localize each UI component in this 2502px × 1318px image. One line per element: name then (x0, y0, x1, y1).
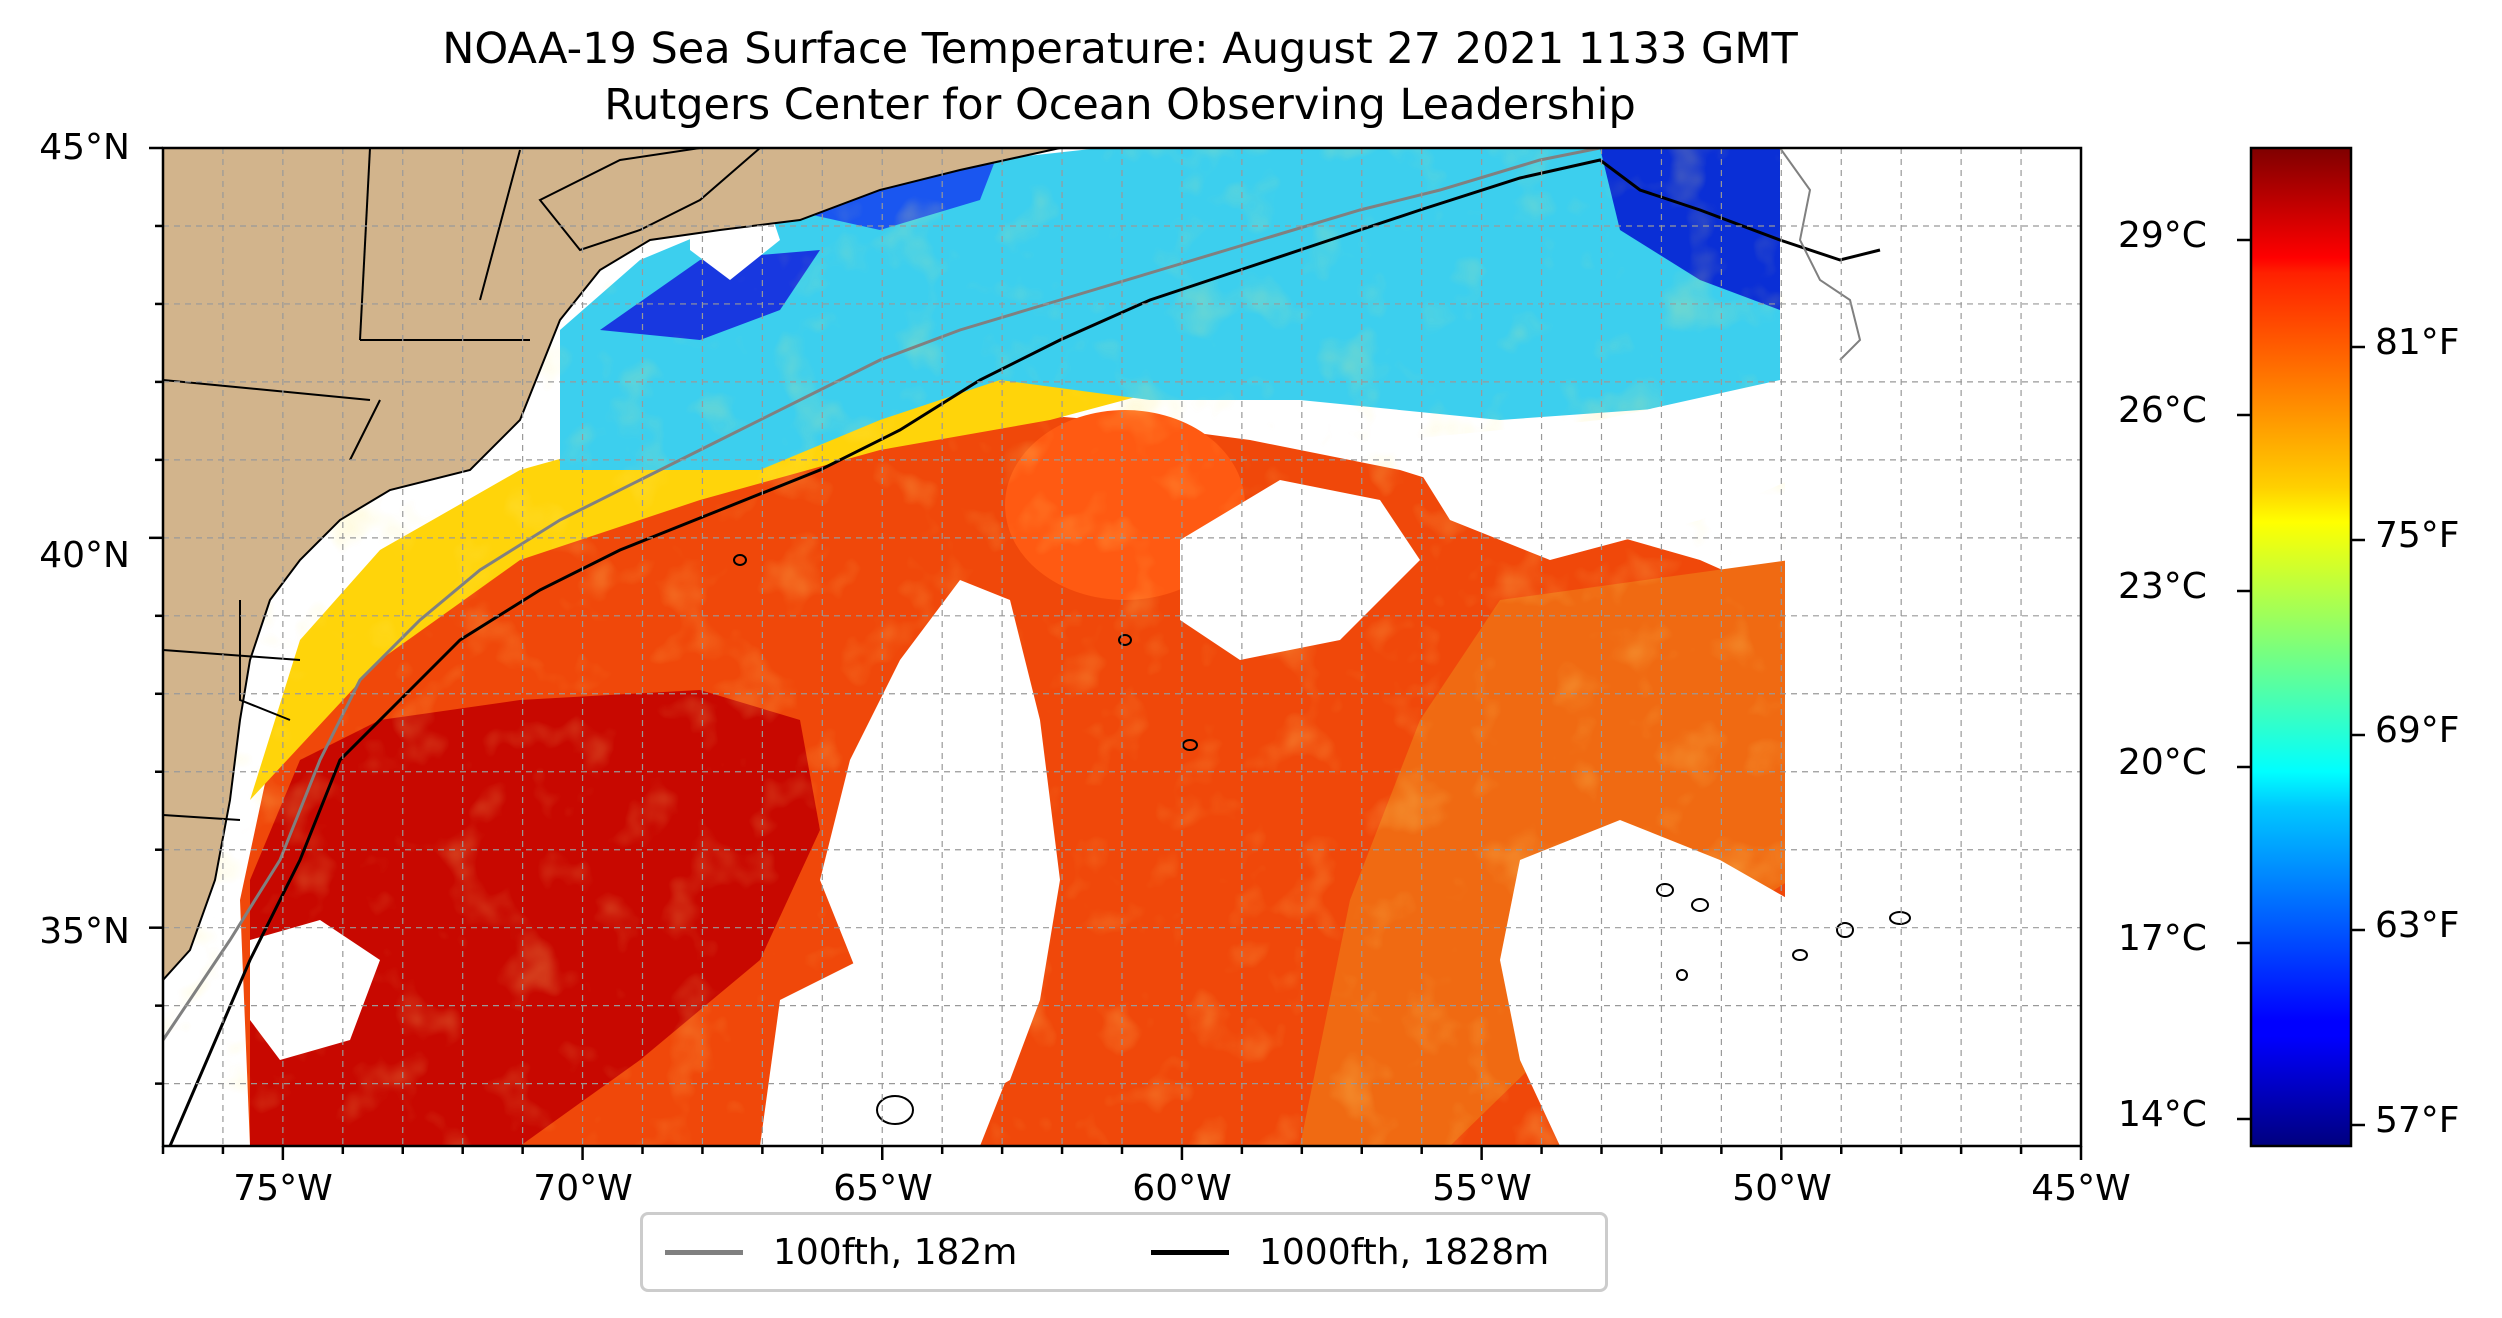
colorbar-fahrenheit-81: 81°F (2375, 322, 2460, 363)
lat-label-45: 45°N (39, 127, 130, 168)
nova-scotia-land (538, 148, 762, 252)
colorbar-celsius-20: 20°C (2118, 742, 2207, 783)
colorbar-fahrenheit-57: 57°F (2375, 1100, 2460, 1141)
legend-swatch-100-fathom (665, 1249, 743, 1255)
legend: 100fth, 182m 1000fth, 1828m (640, 1212, 1608, 1292)
lon-label-55w: 55°W (1432, 1168, 1532, 1209)
colorbar-celsius-14: 14°C (2118, 1094, 2207, 1135)
colorbar-celsius-17: 17°C (2118, 918, 2207, 959)
lon-label-45w: 45°W (2031, 1168, 2131, 1209)
lon-label-50w: 50°W (1732, 1168, 1832, 1209)
gridlines (163, 148, 2081, 1146)
colorbar-fahrenheit-63: 63°F (2375, 905, 2460, 946)
contour-100-fathom (163, 148, 1601, 1041)
cloud-gap-central-north (1180, 480, 1420, 660)
legend-label-100-fathom: 100fth, 182m (773, 1231, 1018, 1273)
cloud-gap-east (1400, 380, 1790, 560)
colorbar-fahrenheit-69: 69°F (2375, 710, 2460, 751)
state-boundaries (163, 148, 530, 821)
cloud-gap-southeast (1500, 820, 1790, 1146)
contour-1000-fathom (168, 158, 1881, 1146)
seamount-outlines (733, 554, 1911, 1125)
legend-swatch-1000-fathom (1151, 1249, 1229, 1255)
newfoundland-coast (1779, 148, 1862, 361)
colorbar-celsius-29: 29°C (2118, 215, 2207, 256)
lat-label-40: 40°N (39, 535, 130, 576)
land-mass (163, 148, 1061, 982)
lon-label-75w: 75°W (233, 1168, 333, 1209)
map-title: NOAA-19 Sea Surface Temperature: August … (442, 24, 1798, 74)
colorbar (2249, 146, 2353, 1148)
swath-no-data (1785, 148, 2081, 1146)
legend-item-1000-fathom: 1000fth, 1828m (1151, 1227, 1549, 1277)
lon-label-65w: 65°W (833, 1168, 933, 1209)
map-subtitle: Rutgers Center for Ocean Observing Leade… (604, 80, 1636, 130)
colorbar-celsius-26: 26°C (2118, 390, 2207, 431)
colorbar-fahrenheit-75: 75°F (2375, 515, 2460, 556)
lon-label-70w: 70°W (533, 1168, 633, 1209)
lat-label-35: 35°N (39, 911, 130, 952)
colorbar-celsius-23: 23°C (2118, 566, 2207, 607)
legend-item-100-fathom: 100fth, 182m (665, 1227, 1017, 1277)
legend-label-1000-fathom: 1000fth, 1828m (1259, 1231, 1550, 1273)
map-area (163, 148, 2081, 1146)
lon-label-60w: 60°W (1132, 1168, 1232, 1209)
